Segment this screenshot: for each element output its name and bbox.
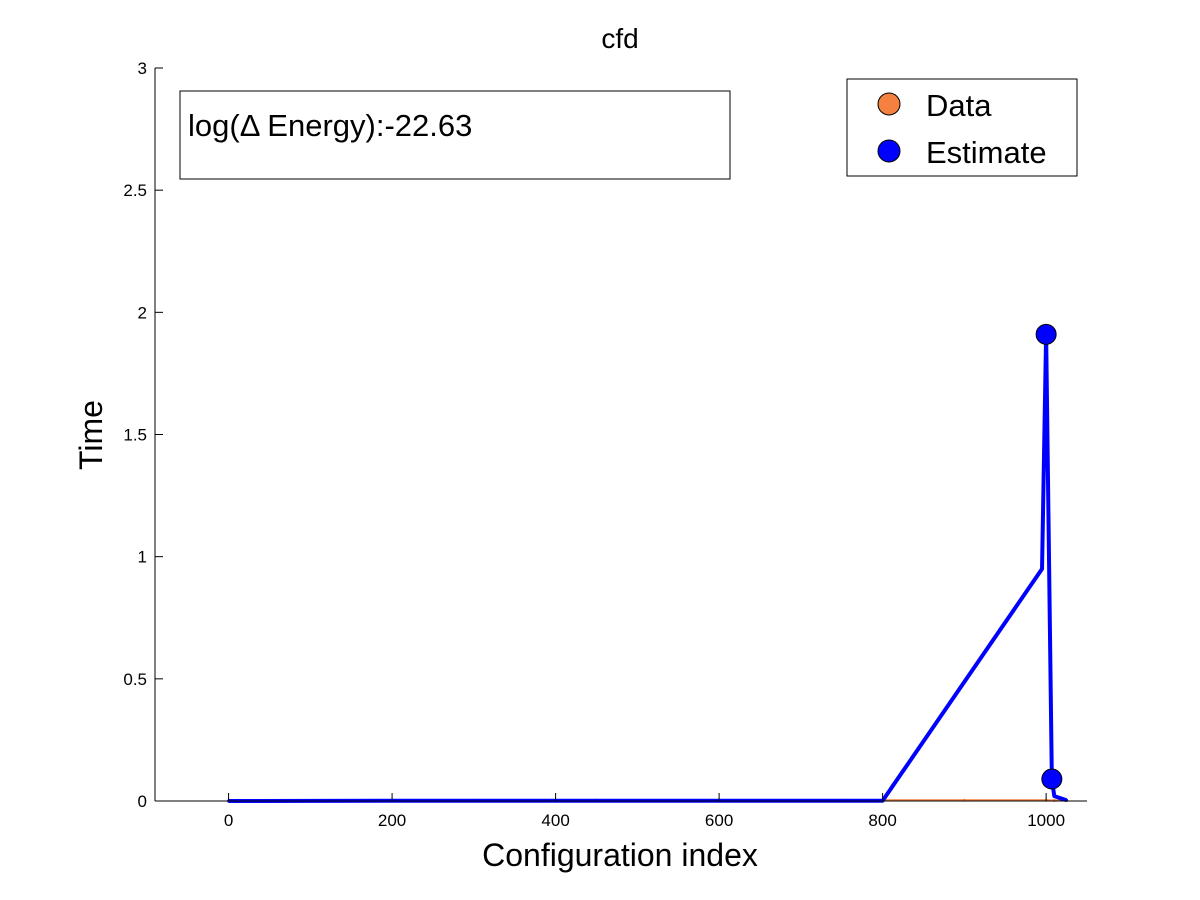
y-tick-label-3: 1.5 xyxy=(123,426,147,445)
ticks: 0 200 400 600 800 1000 0 0.5 1 1.5 2 2.5 3 xyxy=(123,59,1065,830)
highlight-marker-estimate-0 xyxy=(1035,323,1057,345)
annotation-box: log(Δ Energy):-22.63 xyxy=(179,90,731,180)
x-tick-label-3: 600 xyxy=(705,811,733,830)
x-tick-label-1: 200 xyxy=(378,811,406,830)
x-tick-label-5: 1000 xyxy=(1027,811,1065,830)
legend-label-estimate: Estimate xyxy=(926,135,1047,170)
annotation-text: log(Δ Energy):-22.63 xyxy=(188,108,472,143)
legend-marker-estimate xyxy=(877,139,901,163)
x-axis-title: Configuration index xyxy=(482,837,758,873)
x-tick-label-0: 0 xyxy=(224,811,233,830)
series-line-estimate xyxy=(228,332,1068,803)
y-tick-label-0: 0 xyxy=(138,792,147,811)
y-axis-title: Time xyxy=(73,400,109,470)
point-estimate-8 xyxy=(1052,794,1056,798)
legend: Data Estimate xyxy=(846,78,1078,177)
chart-title: cfd xyxy=(601,23,638,54)
legend-marker-data xyxy=(877,92,901,116)
plot-area xyxy=(227,323,1069,803)
y-tick-label-2: 1 xyxy=(138,548,147,567)
highlight-marker-estimate-1 xyxy=(1041,768,1063,790)
y-tick-label-4: 2 xyxy=(138,303,147,322)
point-estimate-5 xyxy=(1040,567,1044,571)
y-tick-label-6: 3 xyxy=(138,59,147,78)
legend-label-data: Data xyxy=(926,88,992,123)
x-tick-label-2: 400 xyxy=(541,811,569,830)
x-tick-label-4: 800 xyxy=(868,811,896,830)
y-tick-label-1: 0.5 xyxy=(123,670,147,689)
y-tick-label-5: 2.5 xyxy=(123,181,147,200)
